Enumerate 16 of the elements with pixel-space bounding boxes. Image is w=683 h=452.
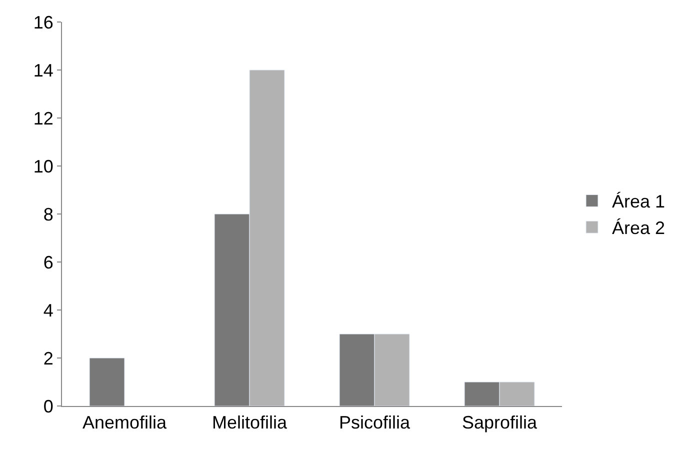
y-tick-label: 2 [43,348,54,368]
y-tick-label: 8 [43,204,54,224]
x-tick-label: Melitofilia [212,412,288,433]
y-tick-label: 12 [33,108,54,128]
bar [89,358,125,406]
x-tick-label: Saprofilia [462,412,538,433]
x-tick-label: Anemofilia [82,412,168,433]
y-tick-label: 10 [33,156,54,176]
y-tick-label: 14 [33,60,54,80]
y-tick-label: 6 [43,252,54,272]
x-tick-label: Psicofilia [338,412,411,433]
legend-label: Área 2 [612,218,666,238]
y-tick-label: 4 [43,300,54,320]
legend-label: Área 1 [612,192,666,212]
y-tick-label: 0 [43,396,54,416]
y-tick-label: 16 [33,12,54,32]
